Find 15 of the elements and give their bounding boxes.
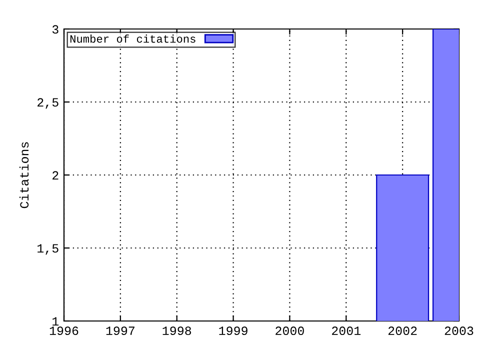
x-tick-label: 1999: [219, 326, 248, 336]
y-tick-label: 2: [52, 171, 58, 180]
y-tick-label: 3: [52, 25, 58, 34]
x-tick-label: 2001: [332, 326, 361, 336]
y-tick-label: 1,5: [38, 244, 58, 255]
y-tick-label: 2,5: [38, 98, 58, 109]
x-tick-label: 2002: [388, 326, 417, 336]
legend-label: Number of citations: [70, 34, 196, 43]
x-tick-label: 1996: [50, 326, 78, 336]
y-axis-title: Citations: [19, 142, 29, 208]
x-tick-label: 1998: [162, 326, 192, 336]
y-tick-label: 1: [52, 317, 59, 326]
x-tick-label: 2000: [276, 326, 304, 336]
x-tick-label: 2003: [444, 326, 474, 336]
x-tick-label: 1997: [106, 326, 134, 336]
